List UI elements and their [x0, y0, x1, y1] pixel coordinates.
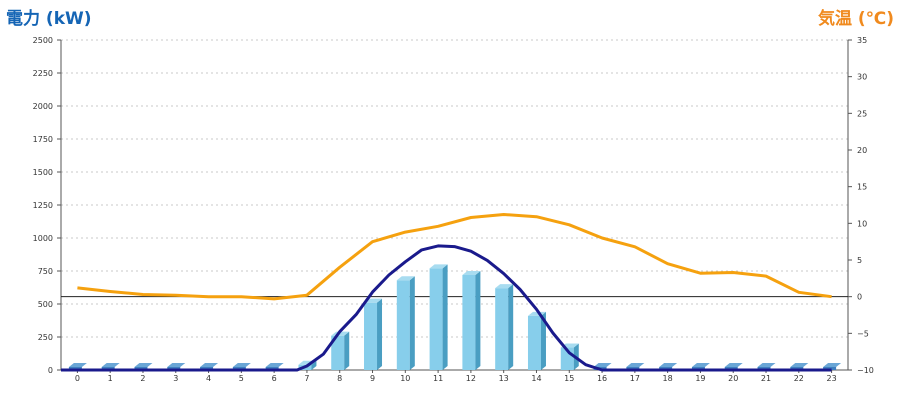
x-tick-label: 12: [466, 374, 476, 383]
x-tick-label: 15: [564, 374, 574, 383]
right-tick-label: 30: [857, 73, 867, 82]
x-tick-label: 9: [370, 374, 375, 383]
x-tick-label: 10: [400, 374, 410, 383]
power-bar: [462, 270, 481, 370]
left-tick-label: 2000: [33, 102, 53, 111]
power-bar: [527, 311, 546, 370]
power-bar: [396, 276, 415, 370]
x-tick-label: 0: [75, 374, 80, 383]
power-curve-line: [61, 244, 832, 372]
x-tick-label: 13: [499, 374, 509, 383]
left-tick-label: 500: [38, 300, 53, 309]
x-tick-label: 16: [597, 374, 607, 383]
x-tick-label: 21: [761, 374, 771, 383]
left-tick-label: 750: [38, 267, 53, 276]
x-tick-label: 11: [433, 374, 443, 383]
left-tick-label: 2500: [33, 36, 53, 45]
x-tick-label: 23: [827, 374, 837, 383]
left-tick-label: 0: [48, 366, 53, 375]
right-axis-title: 気温 (℃): [817, 9, 894, 29]
right-tick-label: −5: [857, 329, 869, 338]
x-tick-label: 2: [140, 374, 145, 383]
power-bar: [429, 264, 448, 370]
left-tick-label: 2250: [33, 69, 53, 78]
x-tick-label: 4: [206, 374, 211, 383]
right-tick-label: 25: [857, 109, 867, 118]
x-tick-label: 5: [239, 374, 244, 383]
temperature-line: [77, 213, 832, 301]
x-tick-label: 7: [304, 374, 309, 383]
left-tick-label: 250: [38, 333, 53, 342]
left-axis-title: 電力 (kW): [6, 9, 92, 29]
right-tick-label: 0: [857, 293, 862, 302]
right-tick-label: 15: [857, 183, 867, 192]
right-tick-label: 10: [857, 219, 867, 228]
x-tick-label: 6: [272, 374, 277, 383]
right-tick-label: −10: [857, 366, 874, 375]
right-tick-label: 20: [857, 146, 867, 155]
x-tick-label: 20: [728, 374, 738, 383]
x-tick-label: 3: [173, 374, 178, 383]
left-tick-label: 1250: [33, 201, 53, 210]
left-tick-label: 1750: [33, 135, 53, 144]
power-bar: [495, 284, 514, 370]
left-tick-label: 1500: [33, 168, 53, 177]
left-tick-label: 1000: [33, 234, 53, 243]
power-bar: [364, 298, 383, 370]
x-tick-label: 22: [794, 374, 804, 383]
x-tick-label: 1: [108, 374, 113, 383]
x-tick-label: 14: [531, 374, 541, 383]
x-tick-label: 8: [337, 374, 342, 383]
right-tick-label: 5: [857, 256, 862, 265]
right-tick-label: 35: [857, 36, 867, 45]
x-tick-label: 17: [630, 374, 640, 383]
x-tick-label: 19: [695, 374, 705, 383]
x-tick-label: 18: [663, 374, 673, 383]
